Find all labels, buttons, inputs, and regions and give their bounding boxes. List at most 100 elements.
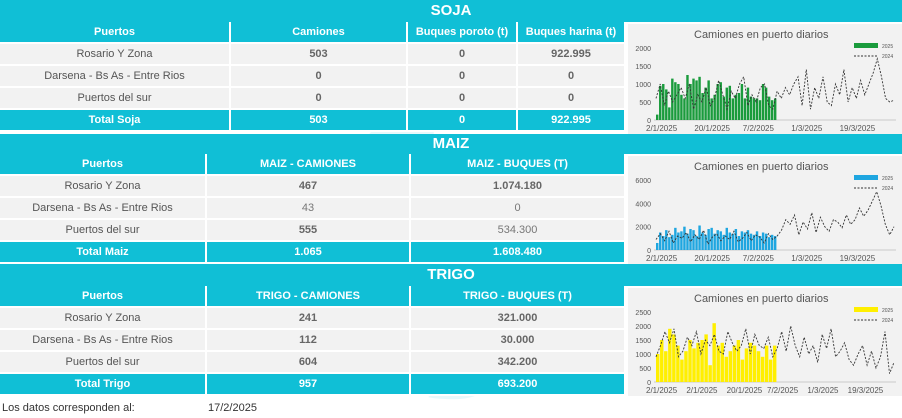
bar-2025 [695,236,698,250]
x-tick-label: 20/1/2025 [727,386,763,395]
bar-2025 [758,100,762,120]
total-buques-harina: 922.995 [518,110,626,132]
soja-chart: Camiones en puerto diarios 2000 1500 1000 50… [628,24,902,134]
bar-2025 [732,345,737,382]
bar-2025 [692,348,696,382]
soja-chart-svg: Camiones en puerto diarios 2000 1500 1000 50… [635,29,896,133]
y-tick-label: 1000 [635,82,651,89]
bar-2025 [760,356,765,382]
bar-2025 [731,98,735,120]
bar-2025 [683,98,686,120]
total-label: Total Maiz [0,242,207,264]
trigo-chart: Camiones en puerto diarios 2500 2000 1500 10… [628,288,902,396]
bar-2025 [755,231,759,250]
bar-2025 [725,227,728,250]
bar-2025 [720,342,724,382]
bar-2025 [708,365,712,382]
bar-2025 [737,236,741,250]
bar-2025 [656,243,659,250]
bar-2025 [684,351,688,382]
bar-2025 [660,340,664,382]
bar-2025 [740,359,745,382]
table-row: Rosario Y Zona 467 1.074.180 [0,176,626,198]
maiz-chart-svg: Camiones en puerto diarios60004000200002… [635,161,896,263]
x-tick-label: 2/1/2025 [646,386,678,395]
bar-2025 [698,225,701,250]
footer-date: 17/2/2025 [208,402,257,414]
bar-2025 [722,234,725,250]
bar-2025 [701,232,704,250]
bar-2025 [752,234,756,250]
bar-2025 [746,230,750,250]
y-tick-label: 500 [639,100,651,107]
line-2024 [655,190,895,246]
trigo-header-puertos: Puertos [0,286,207,308]
maiz-header-buques: MAIZ - BUQUES (T) [411,154,626,176]
soja-table: Puertos Camiones Buques poroto (t) Buque… [0,22,626,132]
bar-2025 [668,107,671,120]
trigo-header-buques: TRIGO - BUQUES (T) [411,286,626,308]
bar-2025 [686,233,689,250]
table-row: Rosario Y Zona 503 0 922.995 [0,44,626,66]
buques-poroto-value: 0 [408,66,518,88]
x-tick-label: 20/1/2025 [694,124,730,133]
bar-2025 [710,98,713,120]
maiz-title: MAIZ [432,135,470,152]
table-row: Darsena - Bs As - Entre Rios 112 30.000 [0,330,626,352]
bar-2025 [767,237,771,250]
footer-label: Los datos corresponden al: [2,402,135,414]
port-name: Darsena - Bs As - Entre Rios [0,198,207,220]
port-name: Puertos del sur [0,88,231,110]
bar-2025 [736,340,741,382]
bar-2025 [773,236,777,250]
maiz-table: Puertos MAIZ - CAMIONES MAIZ - BUQUES (T… [0,154,626,264]
port-name: Puertos del sur [0,352,207,374]
bar-2025 [662,236,665,250]
legend-label-2024: 2024 [882,318,893,324]
y-tick-label: 1000 [635,352,651,359]
port-name: Rosario Y Zona [0,308,207,330]
bar-2025 [713,233,716,250]
table-row: Darsena - Bs As - Entre Rios 43 0 [0,198,626,220]
maiz-total-row: Total Maiz 1.065 1.608.480 [0,242,626,264]
bar-2025 [683,226,686,250]
legend-label-2024: 2024 [882,186,893,192]
bar-2025 [764,87,768,120]
maiz-header-row: Puertos MAIZ - CAMIONES MAIZ - BUQUES (T… [0,154,626,176]
y-tick-label: 500 [639,366,651,373]
table-row: Puertos del sur 0 0 0 [0,88,626,110]
y-tick-label: 4000 [635,201,651,208]
total-buques: 693.200 [411,374,626,396]
bar-2025 [740,231,744,250]
x-tick-label: 1/3/2025 [791,124,823,133]
bar-2025 [752,98,756,120]
bar-2025 [749,233,753,250]
maiz-chart: Camiones en puerto diarios 6000 4000 2000 0 2… [628,156,902,264]
bar-2025 [719,82,722,120]
chart-title: Camiones en puerto diarios [694,29,829,41]
bar-2025 [770,234,774,250]
bar-2025 [671,234,674,250]
bar-2025 [710,227,713,250]
bar-2025 [677,232,680,250]
camiones-value: 503 [231,44,408,66]
bar-2025 [764,345,769,382]
bar-2025 [713,94,716,120]
camiones-value: 604 [207,352,411,374]
soja-header-buques-harina: Buques harina (t) [518,22,626,44]
bar-2025 [689,84,692,120]
bar-2025 [668,237,671,250]
bar-2025 [704,234,707,250]
bar-2025 [689,229,692,250]
bar-2025 [773,98,777,120]
x-tick-label: 1/3/2025 [807,386,839,395]
camiones-value: 112 [207,330,411,352]
trigo-header-camiones: TRIGO - CAMIONES [207,286,411,308]
bar-2025 [724,356,728,382]
chart-title: Camiones en puerto diarios [694,161,829,173]
trigo-header-row: Puertos TRIGO - CAMIONES TRIGO - BUQUES … [0,286,626,308]
buques-value: 534.300 [411,220,626,242]
soja-title: SOJA [430,2,472,19]
camiones-value: 43 [207,198,411,220]
legend-label-2025: 2025 [882,176,893,182]
